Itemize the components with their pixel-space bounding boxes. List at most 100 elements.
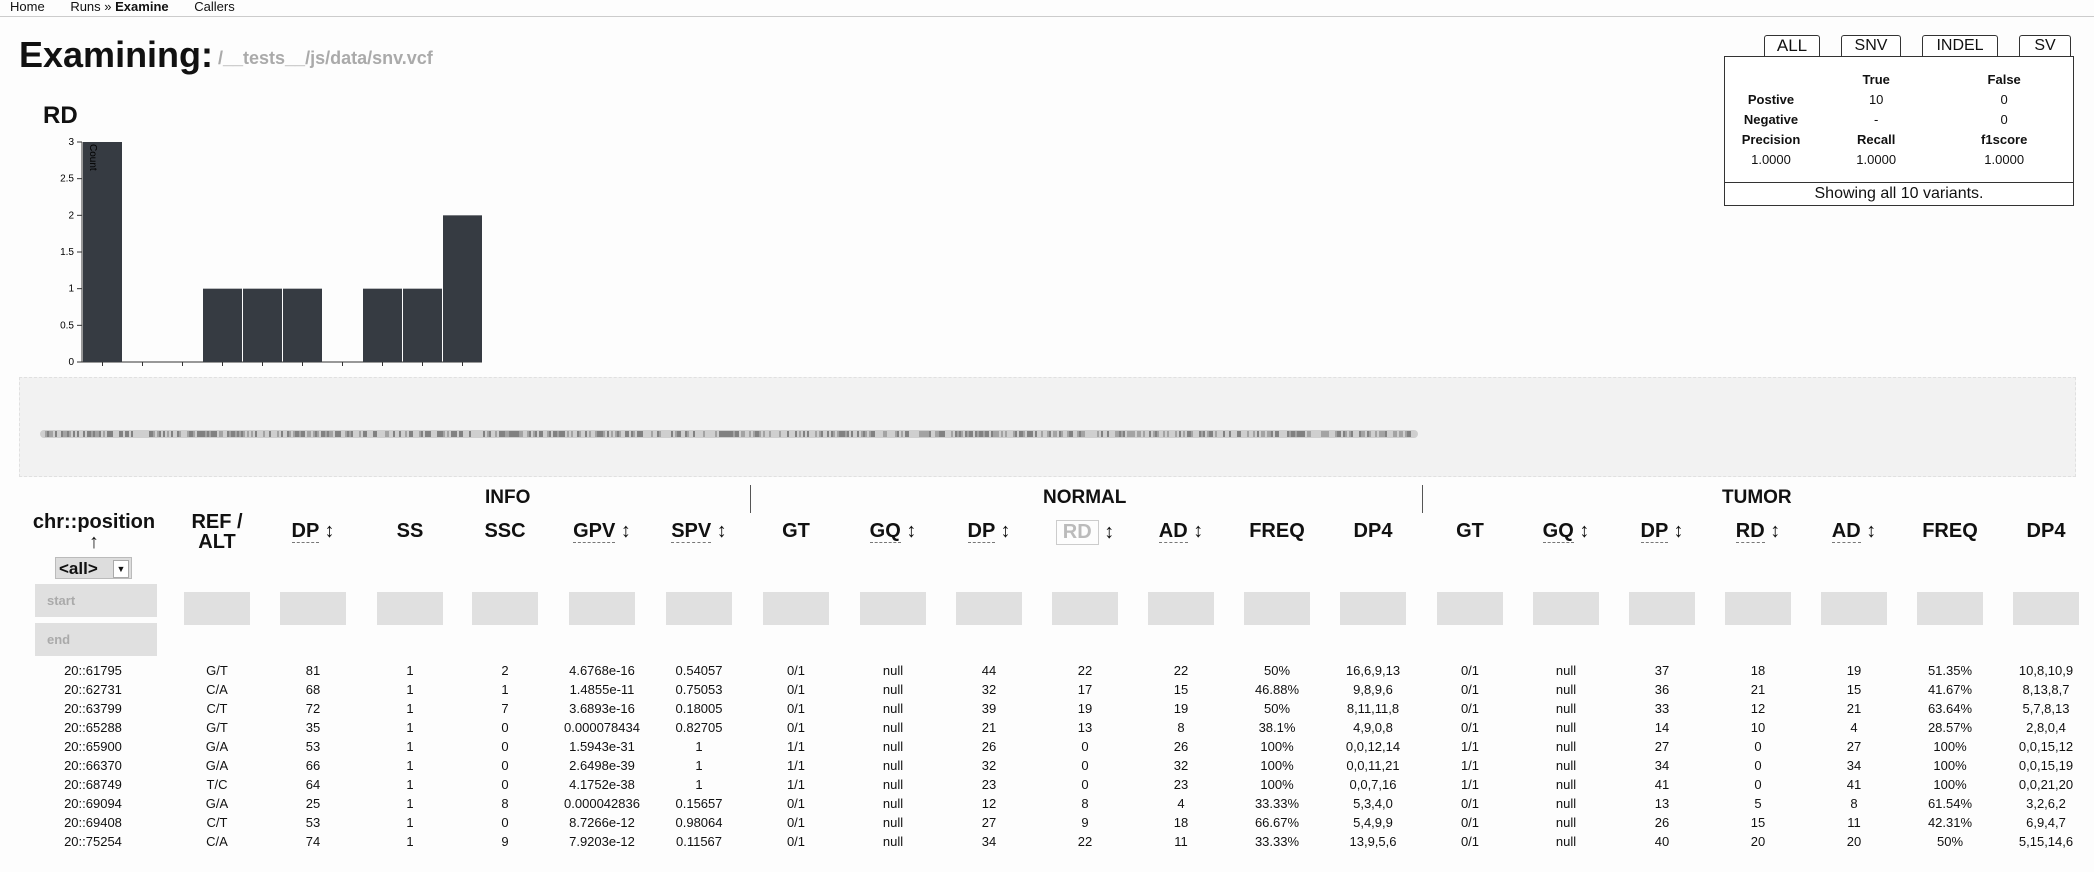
table-row[interactable]: 20::66370 G/A 66 1 0 2.6498e-39 1 1/1 null 32 0 32 1…	[0, 758, 2094, 777]
table-row[interactable]: 20::63799 C/T 72 1 7 3.6893e-16 0.18005 0/1 null…	[0, 701, 2094, 720]
chromosome-select[interactable]: <all> ▼	[55, 557, 132, 579]
y-tick-label: 2.5	[60, 174, 74, 185]
cell-tumor-ad: 4	[1850, 720, 1858, 735]
table-row[interactable]: 20::75254 C/A 74 1 9 7.9203e-12 0.11567 0/1 null…	[0, 834, 2094, 853]
table-row[interactable]: 20::65900 G/A 53 1 0 1.5943e-31 1 1/1 null 26 0 26 1…	[0, 739, 2094, 758]
cell-tumor-gq: null	[1555, 758, 1577, 773]
cell-info-ss: 1	[406, 796, 414, 811]
sort-icon: ↕	[324, 520, 335, 542]
nav-examine-current: Examine	[115, 0, 169, 14]
filter-input-normal-gq[interactable]	[860, 592, 926, 625]
filter-input-info-dp[interactable]	[280, 592, 346, 625]
cell-normal-gt: 0/1	[786, 815, 806, 830]
table-row[interactable]: 20::69408 C/T 53 1 0 8.7266e-12 0.98064 0/1 null…	[0, 815, 2094, 834]
cell-normal-dp: 39	[981, 701, 997, 716]
cell-info-gpv: 8.7266e-12	[569, 815, 635, 830]
col-header-normal-ad[interactable]: AD ↕	[1133, 520, 1229, 543]
col-header-normal-dp[interactable]: DP ↕	[941, 520, 1037, 543]
cell-normal-freq: 50%	[1263, 663, 1291, 678]
position-overview-strip[interactable]	[19, 377, 2076, 477]
col-header-info-spv[interactable]: SPV ↕	[651, 520, 747, 543]
cell-normal-dp: 26	[981, 739, 997, 754]
table-row[interactable]: 20::68749 T/C 64 1 0 4.1752e-38 1 1/1 null 23 0 23 1…	[0, 777, 2094, 796]
filter-input-normal-rd[interactable]	[1052, 592, 1118, 625]
filter-input-tumor-freq[interactable]	[1917, 592, 1983, 625]
stats-false-positive: 0	[2000, 91, 2008, 107]
end-position-input[interactable]: end	[35, 623, 157, 656]
col-header-info-dp[interactable]: DP ↕	[265, 520, 361, 543]
rd-histogram[interactable]: 0 0.5 1 1.5 2 2.5 3 Count	[50, 138, 490, 374]
cell-tumor-dp4: 2,8,0,4	[2026, 720, 2066, 735]
filter-input-normal-gt[interactable]	[763, 592, 829, 625]
nav-runs-link[interactable]: Runs	[70, 0, 101, 14]
cell-normal-gq: null	[882, 701, 904, 716]
strip-track	[40, 430, 1418, 438]
col-header-chr-position[interactable]: chr::position ↑	[30, 512, 158, 552]
stats-panel: True False Postive 10 0 Negative - 0 Pre…	[1724, 56, 2074, 206]
cell-tumor-dp: 40	[1654, 834, 1670, 849]
col-header-normal-rd[interactable]: RD ↕	[1037, 520, 1133, 545]
filter-input-info-gpv[interactable]	[569, 592, 635, 625]
histogram-bar[interactable]	[203, 288, 242, 362]
filter-input-normal-ad[interactable]	[1148, 592, 1214, 625]
cell-info-spv: 0.18005	[675, 701, 723, 716]
filter-input-tumor-dp4[interactable]	[2013, 592, 2079, 625]
filter-input-normal-freq[interactable]	[1244, 592, 1310, 625]
tab-sv[interactable]: SV	[2019, 35, 2071, 56]
col-header-tumor-dp[interactable]: DP ↕	[1614, 520, 1710, 543]
cell-info-spv: 1	[695, 739, 703, 754]
filter-input-tumor-ad[interactable]	[1821, 592, 1887, 625]
histogram-bar[interactable]	[363, 288, 402, 362]
filter-input-normal-dp[interactable]	[956, 592, 1022, 625]
tab-snv[interactable]: SNV	[1841, 35, 1901, 56]
column-label: SSC	[484, 520, 526, 542]
stats-col-true: True	[1862, 71, 1890, 87]
col-header-tumor-ad[interactable]: AD ↕	[1806, 520, 1902, 543]
cell-normal-rd: 8	[1081, 796, 1089, 811]
column-label: GT	[782, 520, 810, 542]
cell-tumor-freq: 100%	[1933, 777, 1967, 792]
histogram-bar[interactable]	[283, 288, 322, 362]
cell-info-spv: 0.11567	[675, 834, 723, 849]
histogram-bar[interactable]	[403, 288, 442, 362]
col-header-tumor-rd[interactable]: RD ↕	[1710, 520, 1806, 543]
cell-normal-ad: 4	[1177, 796, 1185, 811]
filter-input-tumor-dp[interactable]	[1629, 592, 1695, 625]
filter-input-tumor-rd[interactable]	[1725, 592, 1791, 625]
cell-tumor-dp4: 3,2,6,2	[2026, 796, 2066, 811]
table-row[interactable]: 20::61795 G/T 81 1 2 4.6768e-16 0.54057 0/1 null…	[0, 663, 2094, 682]
tab-all[interactable]: ALL	[1764, 35, 1820, 56]
cell-normal-gt: 0/1	[786, 682, 806, 697]
filter-input-info-ss[interactable]	[377, 592, 443, 625]
filter-input-info-spv[interactable]	[666, 592, 732, 625]
table-row[interactable]: 20::62731 C/A 68 1 1 1.4855e-11 0.75053 0/1 null…	[0, 682, 2094, 701]
filter-input-ref-alt[interactable]	[184, 592, 250, 625]
filter-input-tumor-gq[interactable]	[1533, 592, 1599, 625]
cell-tumor-dp4: 8,13,8,7	[2022, 682, 2070, 697]
cell-tumor-rd: 0	[1754, 739, 1762, 754]
col-header-normal-gq[interactable]: GQ ↕	[845, 520, 941, 543]
cell-normal-gt: 0/1	[786, 701, 806, 716]
histogram-bar[interactable]	[83, 142, 122, 362]
cell-normal-dp: 44	[981, 663, 997, 678]
sort-icon: ↕	[1770, 520, 1781, 542]
cell-normal-rd: 17	[1077, 682, 1093, 697]
cell-tumor-ad: 41	[1846, 777, 1862, 792]
cell-info-spv: 0.54057	[675, 663, 723, 678]
nav-callers-link[interactable]: Callers	[194, 0, 235, 14]
filter-input-tumor-gt[interactable]	[1437, 592, 1503, 625]
cell-info-dp: 72	[305, 701, 321, 716]
group-divider	[1422, 485, 1423, 513]
filter-input-normal-dp4[interactable]	[1340, 592, 1406, 625]
table-row[interactable]: 20::65288 G/T 35 1 0 0.000078434 0.82705 0/1 nul…	[0, 720, 2094, 739]
nav-home-link[interactable]: Home	[10, 0, 45, 14]
cell-info-spv: 0.82705	[675, 720, 723, 735]
table-row[interactable]: 20::69094 G/A 25 1 8 0.000042836 0.15657 0/1 nul…	[0, 796, 2094, 815]
col-header-tumor-gq[interactable]: GQ ↕	[1518, 520, 1614, 543]
histogram-bar[interactable]	[243, 288, 282, 362]
histogram-bar[interactable]	[443, 215, 482, 362]
start-position-input[interactable]: start	[35, 584, 157, 617]
col-header-info-gpv[interactable]: GPV ↕	[554, 520, 650, 543]
filter-input-info-ssc[interactable]	[472, 592, 538, 625]
tab-indel[interactable]: INDEL	[1922, 35, 1998, 56]
